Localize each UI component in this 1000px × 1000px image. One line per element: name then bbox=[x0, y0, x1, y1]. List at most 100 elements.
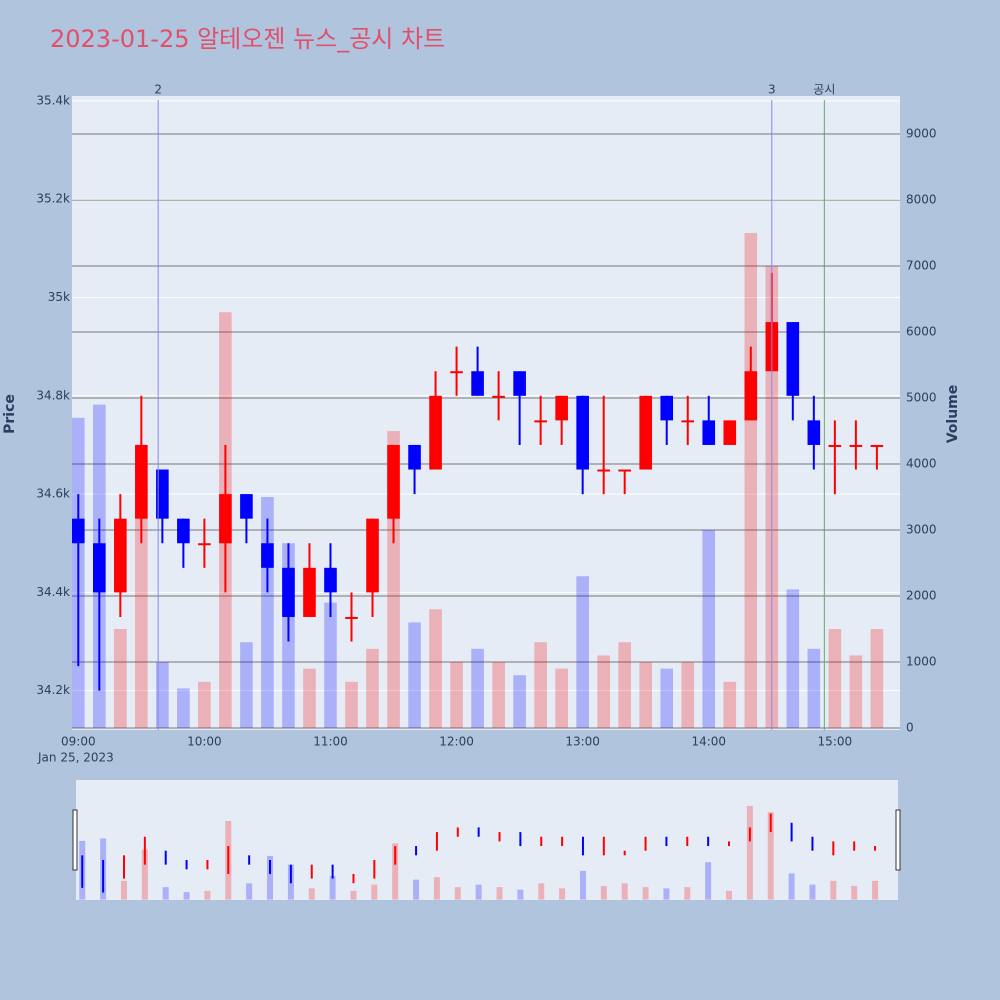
y-tick-label: 34.8k bbox=[36, 388, 70, 402]
volume-bar bbox=[702, 530, 716, 729]
volume-bar bbox=[786, 589, 800, 729]
candle-body bbox=[660, 395, 674, 421]
candle-body bbox=[576, 395, 589, 470]
candle-body bbox=[492, 395, 505, 398]
volume-bar bbox=[597, 655, 610, 729]
volume-bar bbox=[576, 576, 589, 729]
candle-body bbox=[366, 518, 379, 593]
y-axis-title: Price bbox=[2, 394, 18, 434]
candle-body bbox=[156, 469, 169, 519]
candle-body bbox=[555, 395, 568, 421]
volume-bar bbox=[366, 648, 379, 729]
x-tick-label: 10:00 bbox=[187, 735, 222, 749]
y2-tick-label: 4000 bbox=[906, 457, 937, 471]
slider-handle[interactable] bbox=[72, 809, 78, 871]
slider-volume bbox=[684, 887, 691, 900]
volume-bar bbox=[198, 681, 211, 729]
candle-body bbox=[618, 469, 632, 472]
y2-tick-label: 8000 bbox=[906, 193, 937, 207]
y-tick-label: 35.2k bbox=[36, 192, 70, 206]
candle-body bbox=[639, 395, 653, 470]
candle-body bbox=[72, 518, 85, 544]
volume-bar bbox=[324, 602, 337, 729]
slider-volume bbox=[413, 879, 420, 900]
volume-bar bbox=[807, 648, 821, 729]
slider-volume bbox=[204, 890, 211, 900]
y2-tick-label: 3000 bbox=[906, 523, 937, 537]
slider-volume bbox=[705, 862, 712, 900]
y-tick-label: 34.2k bbox=[36, 683, 70, 697]
slider-handle[interactable] bbox=[895, 809, 901, 871]
slider-volume bbox=[246, 883, 253, 900]
candle-body bbox=[849, 444, 863, 447]
slider-volume bbox=[267, 855, 274, 900]
slider-volume bbox=[308, 888, 315, 900]
candle-body bbox=[723, 420, 737, 445]
candle-body bbox=[534, 420, 547, 423]
volume-bar bbox=[450, 662, 463, 729]
slider-volume bbox=[433, 877, 440, 900]
volume-bar bbox=[177, 688, 190, 729]
annotation-label: 2 bbox=[154, 83, 162, 97]
plot-area bbox=[72, 96, 900, 730]
volume-bar bbox=[870, 629, 884, 729]
candle-body bbox=[702, 420, 716, 445]
candle-body bbox=[597, 469, 610, 472]
candle-body bbox=[198, 543, 211, 546]
volume-bar bbox=[723, 681, 737, 729]
y2-tick-label: 2000 bbox=[906, 589, 937, 603]
volume-bar bbox=[492, 662, 505, 729]
slider-volume bbox=[329, 875, 336, 900]
slider-volume bbox=[726, 890, 733, 900]
slider-volume bbox=[517, 889, 524, 900]
slider-volume bbox=[851, 885, 858, 900]
candle-body bbox=[828, 444, 842, 447]
slider-volume bbox=[538, 883, 545, 900]
volume-bar bbox=[240, 642, 253, 729]
volume-bar bbox=[828, 629, 842, 729]
x-tick-label: 12:00 bbox=[439, 735, 474, 749]
candle-body bbox=[177, 518, 190, 544]
candle-body bbox=[324, 567, 337, 593]
y2-tick-label: 1000 bbox=[906, 655, 937, 669]
volume-bar bbox=[429, 609, 442, 729]
slider-volume bbox=[371, 884, 378, 900]
slider-volume bbox=[830, 880, 837, 900]
volume-bar bbox=[744, 233, 758, 729]
chart-title: 2023-01-25 알테오젠 뉴스_공시 차트 bbox=[50, 25, 445, 53]
slider-volume bbox=[350, 890, 357, 900]
x-tick-label: 14:00 bbox=[691, 735, 726, 749]
candle-body bbox=[408, 444, 421, 470]
y2-axis-title: Volume bbox=[945, 385, 961, 444]
volume-bar bbox=[345, 681, 358, 729]
slider-volume bbox=[162, 887, 169, 900]
date-label: Jan 25, 2023 bbox=[37, 751, 114, 765]
volume-bar bbox=[639, 662, 653, 729]
slider-volume bbox=[496, 887, 503, 900]
candle-body bbox=[135, 444, 148, 519]
slider-volume bbox=[621, 883, 628, 900]
volume-bar bbox=[849, 655, 863, 729]
slider-volume bbox=[454, 887, 461, 900]
slider-volume bbox=[767, 812, 774, 900]
volume-bar bbox=[156, 662, 169, 729]
candle-body bbox=[303, 567, 316, 617]
candle-body bbox=[450, 371, 463, 374]
candle-body bbox=[744, 371, 758, 421]
slider-volume bbox=[788, 873, 795, 900]
slider-volume bbox=[392, 843, 399, 900]
volume-bar bbox=[513, 675, 526, 729]
x-tick-label: 15:00 bbox=[818, 735, 853, 749]
volume-bar bbox=[660, 668, 674, 729]
slider-volume bbox=[579, 870, 586, 900]
volume-bar bbox=[135, 464, 148, 729]
candle-body bbox=[114, 518, 127, 593]
volume-bar bbox=[408, 622, 421, 729]
slider-volume bbox=[183, 892, 190, 900]
y2-tick-label: 9000 bbox=[906, 127, 937, 141]
candle-body bbox=[513, 371, 526, 396]
y2-tick-label: 7000 bbox=[906, 259, 937, 273]
x-tick-label: 13:00 bbox=[565, 735, 600, 749]
slider-volume bbox=[475, 884, 482, 900]
